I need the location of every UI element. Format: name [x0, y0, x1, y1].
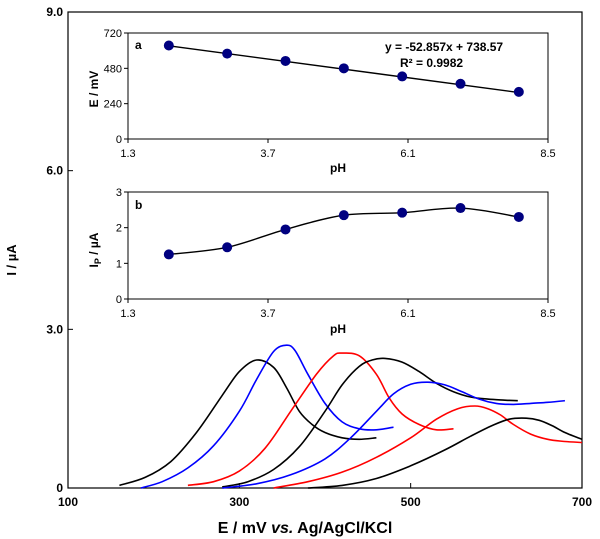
inset-b-frame: [127, 191, 549, 300]
inset-b-data-point: [338, 210, 349, 221]
inset-a-x-tick-label: 6.1: [400, 148, 415, 160]
inset-a-y-tick-label: 720: [104, 28, 122, 40]
y-tick-label: 9.0: [46, 5, 63, 19]
inset-b-x-tick-label: 8.5: [540, 308, 555, 320]
inset-a-x-tick-label: 8.5: [540, 148, 555, 160]
inset-a-data-point: [513, 86, 524, 97]
inset-a-data-point: [280, 55, 291, 66]
inset-a-y-label: E / mV: [87, 71, 101, 108]
inset-a-y-tick-label: 0: [116, 134, 122, 146]
inset-a-y-tick-label: 480: [104, 63, 122, 75]
voltammogram-curve-2: [140, 344, 394, 489]
y-tick-label: 6.0: [46, 164, 63, 178]
x-tick-label: 700: [572, 495, 592, 509]
inset-b-y-label: IP / µA: [87, 232, 103, 267]
inset-a-data-point: [163, 40, 174, 51]
voltammogram-curve-6: [273, 405, 583, 489]
voltammogram-curve-5: [222, 381, 565, 489]
voltammogram-curve-7: [307, 417, 583, 489]
x-tick-label: 300: [229, 495, 249, 509]
inset-b-data-point: [163, 249, 174, 260]
inset-b-y-tick-label: 1: [116, 258, 122, 270]
inset-a-panel-label: a: [135, 38, 142, 52]
inset-chart-b: 0 1 2 3 1.3 3.7 6.1 8.5 b pH IP / µA: [87, 187, 556, 336]
y-tick-label: 3.0: [46, 322, 63, 336]
voltammogram-curve-4: [222, 357, 518, 488]
inset-b-data-point: [222, 242, 233, 253]
y-axis-label: I / µA: [4, 244, 19, 276]
inset-a-frame: [127, 32, 549, 140]
inset-b-x-tick-label: 3.7: [260, 308, 275, 320]
inset-b-y-tick-label: 2: [116, 223, 122, 235]
inset-a-r-squared: R² = 0.9982: [400, 56, 463, 70]
inset-a-data-point: [338, 63, 349, 74]
inset-b-y-tick-label: 0: [116, 294, 122, 306]
inset-a-x-tick-label: 3.7: [260, 148, 275, 160]
inset-chart-a: 0 240 480 720 1.3 3.7 6.1 8.5 a y = -52.857x + 73…: [87, 28, 556, 175]
inset-a-x-tick-label: 1.3: [120, 148, 135, 160]
voltammogram-curve-1: [119, 359, 377, 487]
inset-b-x-label: pH: [330, 322, 346, 336]
inset-a-equation: y = -52.857x + 738.57: [385, 40, 503, 54]
inset-b-data-point: [280, 224, 291, 235]
inset-a-data-point: [455, 78, 466, 89]
inset-b-panel-label: b: [135, 198, 142, 212]
inset-a-data-point: [397, 71, 408, 82]
inset-b-data-point: [397, 207, 408, 218]
inset-b-x-tick-label: 6.1: [400, 308, 415, 320]
inset-a-data-point: [222, 48, 233, 59]
inset-b-data-point: [455, 203, 466, 214]
x-tick-label: 500: [401, 495, 421, 509]
y-tick-label: 0: [56, 481, 63, 495]
x-axis-label: E / mV vs. Ag/AgCl/KCl: [218, 520, 393, 537]
inset-b-y-tick-label: 3: [116, 187, 122, 199]
inset-a-y-tick-label: 240: [104, 99, 122, 111]
inset-b-data-point: [513, 211, 524, 222]
inset-b-x-tick-label: 1.3: [120, 308, 135, 320]
plot-frame: [67, 11, 583, 489]
x-tick-label: 100: [58, 495, 78, 509]
inset-a-x-label: pH: [330, 161, 346, 175]
voltammogram-curve-3: [187, 352, 454, 487]
